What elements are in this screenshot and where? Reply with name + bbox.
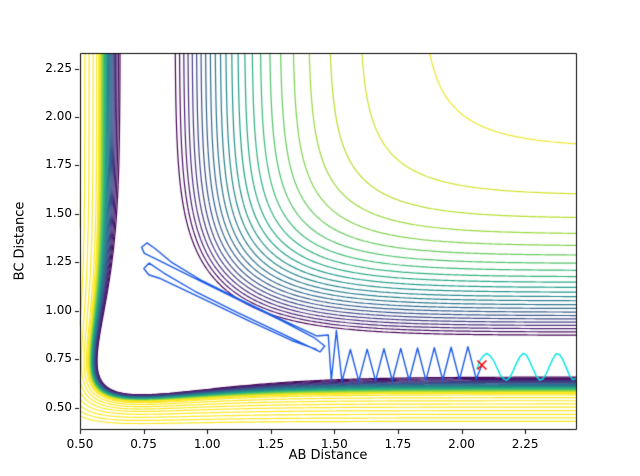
y-tick-label: 2.25 (45, 60, 72, 75)
x-tick-label: 1.00 (193, 437, 221, 451)
y-tick-label: 1.50 (45, 205, 72, 220)
x-tick-label: 1.50 (320, 437, 348, 451)
x-tick-label: 1.75 (384, 437, 412, 451)
y-tick-label: 1.00 (45, 302, 72, 317)
y-axis-label: BC Distance (12, 201, 28, 281)
y-tick-label: 0.50 (45, 399, 72, 414)
x-axis-label: AB Distance (288, 448, 368, 463)
x-tick-label: 1.25 (257, 437, 285, 451)
y-tick-label: 1.75 (45, 157, 72, 172)
x-tick-label: 0.50 (66, 437, 94, 451)
y-tick-label: 0.75 (45, 351, 72, 366)
y-tick-label: 2.00 (45, 108, 72, 123)
x-tick-label: 0.75 (130, 437, 157, 451)
x-tick-label: 2.00 (448, 437, 475, 451)
x-tick-label: 2.25 (511, 437, 539, 451)
y-tick-label: 1.25 (45, 254, 72, 269)
